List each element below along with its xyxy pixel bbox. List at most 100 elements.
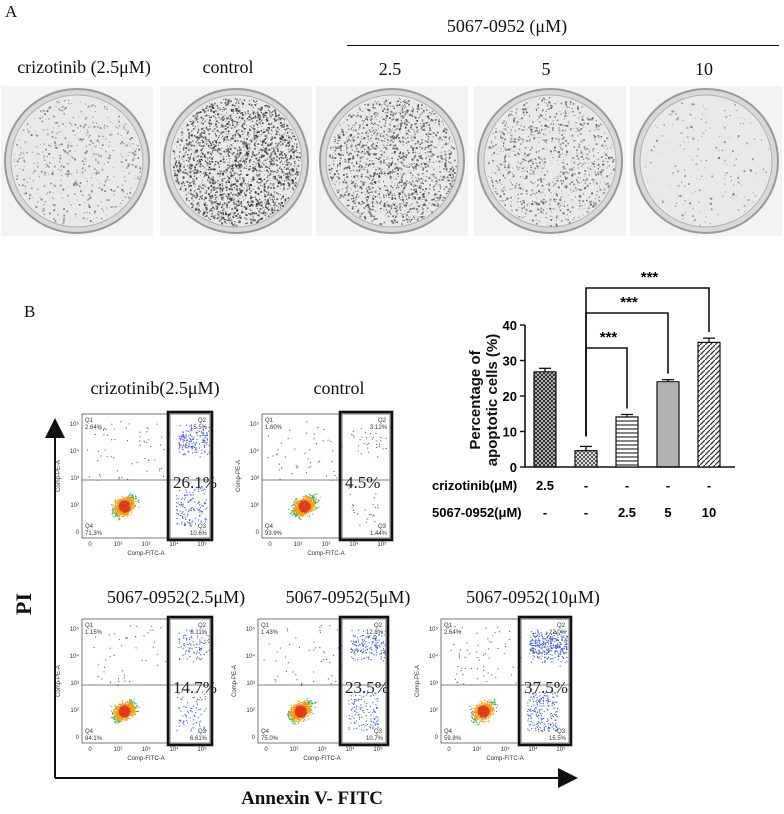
flow-title-2-5: 5067-0952(2.5μM): [106, 587, 246, 607]
flow-xlabel: Comp-FITC-A: [486, 756, 523, 762]
quadrant-label: Q3: [374, 729, 383, 735]
bar: [574, 450, 598, 468]
flow-xtick: 10⁵: [373, 746, 383, 753]
quadrant-label: 6.61%: [190, 736, 208, 742]
flow-title-10: 5067-0952(10μM): [466, 587, 600, 607]
flow-ytick: 0: [76, 530, 80, 536]
quadrant-label: 75.0%: [261, 736, 279, 742]
culture-dish: [633, 88, 779, 234]
dish-photo: [316, 86, 468, 236]
apoptosis-bar-chart: 0 10 20 30 40 2.5 - - - - 2.5 - 5 - 10 crizotinib(μM) 50…: [432, 269, 735, 520]
flow-xtick: 0: [447, 747, 451, 753]
flow-xtick: 10⁵: [197, 541, 207, 548]
apoptotic-gate-box: [517, 615, 573, 747]
flow-xtick: 10²: [473, 747, 482, 753]
bar: [533, 371, 557, 468]
flow-ylabel: Comp-PE-A: [415, 665, 421, 697]
flow-xtick: 10⁵: [556, 746, 566, 753]
dish-photo: [160, 86, 312, 236]
flow-xlabel: Comp-FITC-A: [307, 551, 344, 557]
quadrant-label: Q1: [265, 418, 274, 424]
culture-dish: [4, 88, 150, 234]
bar-ytick-label: 30: [503, 354, 517, 369]
quadrant-label: 1.60%: [265, 425, 283, 431]
bar-ytick-label: 10: [503, 425, 517, 440]
culture-dish: [319, 88, 465, 234]
quadrant-label: Q4: [85, 729, 94, 735]
flow-xtick: 10⁴: [169, 541, 179, 548]
flow-xtick: 10⁴: [169, 746, 179, 753]
significance-bracket: [585, 287, 710, 437]
apoptotic-gate-box: [166, 410, 214, 542]
dish-photo: [630, 86, 782, 236]
quadrant-label: Q1: [85, 418, 94, 424]
annexin-axis-title: Annexin V- FITC: [241, 788, 383, 809]
significance-stars: ***: [641, 269, 659, 286]
quadrant-label: 93.9%: [265, 531, 283, 537]
quadrant-label: 10.6%: [190, 531, 208, 537]
panel-b-letter: B: [24, 302, 36, 321]
bar-chart-ylabel: Percentage of apoptotic cells (%): [467, 333, 501, 467]
flow-ytick: 10⁵: [70, 421, 80, 428]
quadrant-label: Q2: [378, 418, 387, 424]
flow-ytick: 10⁴: [246, 653, 256, 660]
flow-xtick: 10⁵: [377, 541, 387, 548]
quadrant-label: Q1: [444, 623, 453, 629]
flow-xtick: 10³: [318, 747, 327, 753]
flow-xtick: 10²: [114, 542, 123, 548]
quadrant-label: 22.0%: [549, 630, 567, 636]
culture-dish: [163, 88, 309, 234]
quadrant-label: 1.43%: [261, 630, 279, 636]
quadrant-label: Q1: [261, 623, 270, 629]
flow-xtick: 10²: [294, 542, 303, 548]
quadrant-label: 1.15%: [85, 630, 103, 636]
significance-stars: ***: [620, 294, 638, 311]
flow-ytick: 10²: [70, 708, 79, 714]
quadrant-label: 2.64%: [444, 630, 462, 636]
quadrant-label: Q2: [374, 623, 383, 629]
quadrant-label: 15.5%: [190, 425, 208, 431]
flow-plot: 10⁵ 10⁴ 10³ 10² 0 0 10² 10³ 10⁴ 10⁵ Comp-PE-A Comp-…: [52, 410, 242, 572]
flow-plot: 10⁵ 10⁴ 10³ 10² 0 0 10² 10³ 10⁴ 10⁵ Comp-PE-A Comp-…: [232, 410, 422, 572]
flow-plot-frame: [81, 413, 211, 539]
quadrant-label: 10.7%: [366, 736, 384, 742]
flow-ytick: 10⁴: [70, 448, 80, 455]
quadrant-label: 8.11%: [190, 630, 207, 636]
quadrant-label: Q2: [557, 623, 566, 629]
flow-xtick: 0: [264, 747, 268, 753]
concentration-group-header: 5067-0952 (μM): [446, 16, 568, 36]
quadrant-label: Q3: [198, 524, 207, 530]
flow-ytick: 10²: [429, 708, 438, 714]
flow-xlabel: Comp-FITC-A: [127, 551, 164, 557]
bar-ytick-label: 20: [503, 389, 517, 404]
flow-xtick: 10³: [142, 747, 151, 753]
bar-ytick-label: 40: [503, 318, 517, 333]
dish-photo: [1, 86, 153, 236]
quadrant-label: Q4: [261, 729, 270, 735]
flow-xtick: 0: [88, 747, 92, 753]
significance-stars: ***: [600, 329, 618, 346]
quadrant-label: 59.8%: [444, 736, 462, 742]
flow-title-crizotinib: crizotinib(2.5μM): [90, 378, 220, 398]
bar: [697, 341, 721, 468]
flow-ytick: 0: [76, 735, 80, 741]
dish-label-10: 10: [695, 59, 713, 79]
bar: [615, 416, 639, 468]
row2-value: 5: [664, 505, 671, 520]
flow-ytick: 0: [252, 735, 256, 741]
quadrant-label: 3.12%: [370, 425, 388, 431]
quadrant-label: 1.44%: [370, 531, 388, 537]
quadrant-label: Q1: [85, 623, 94, 629]
quadrant-label: Q2: [198, 623, 207, 629]
quadrant-label: Q3: [378, 524, 387, 530]
flow-xtick: 10²: [290, 747, 299, 753]
pi-axis-title: PI: [11, 593, 36, 615]
quadrant-label: 71.3%: [85, 531, 103, 537]
culture-dish: [477, 88, 623, 234]
quadrant-label: 84.1%: [85, 736, 103, 742]
flow-ylabel: Comp-PE-A: [232, 665, 238, 697]
flow-ytick: 10⁴: [70, 653, 80, 660]
apoptotic-gate-box: [338, 615, 390, 747]
quadrant-label: Q3: [198, 729, 207, 735]
flow-ytick: 0: [256, 530, 260, 536]
